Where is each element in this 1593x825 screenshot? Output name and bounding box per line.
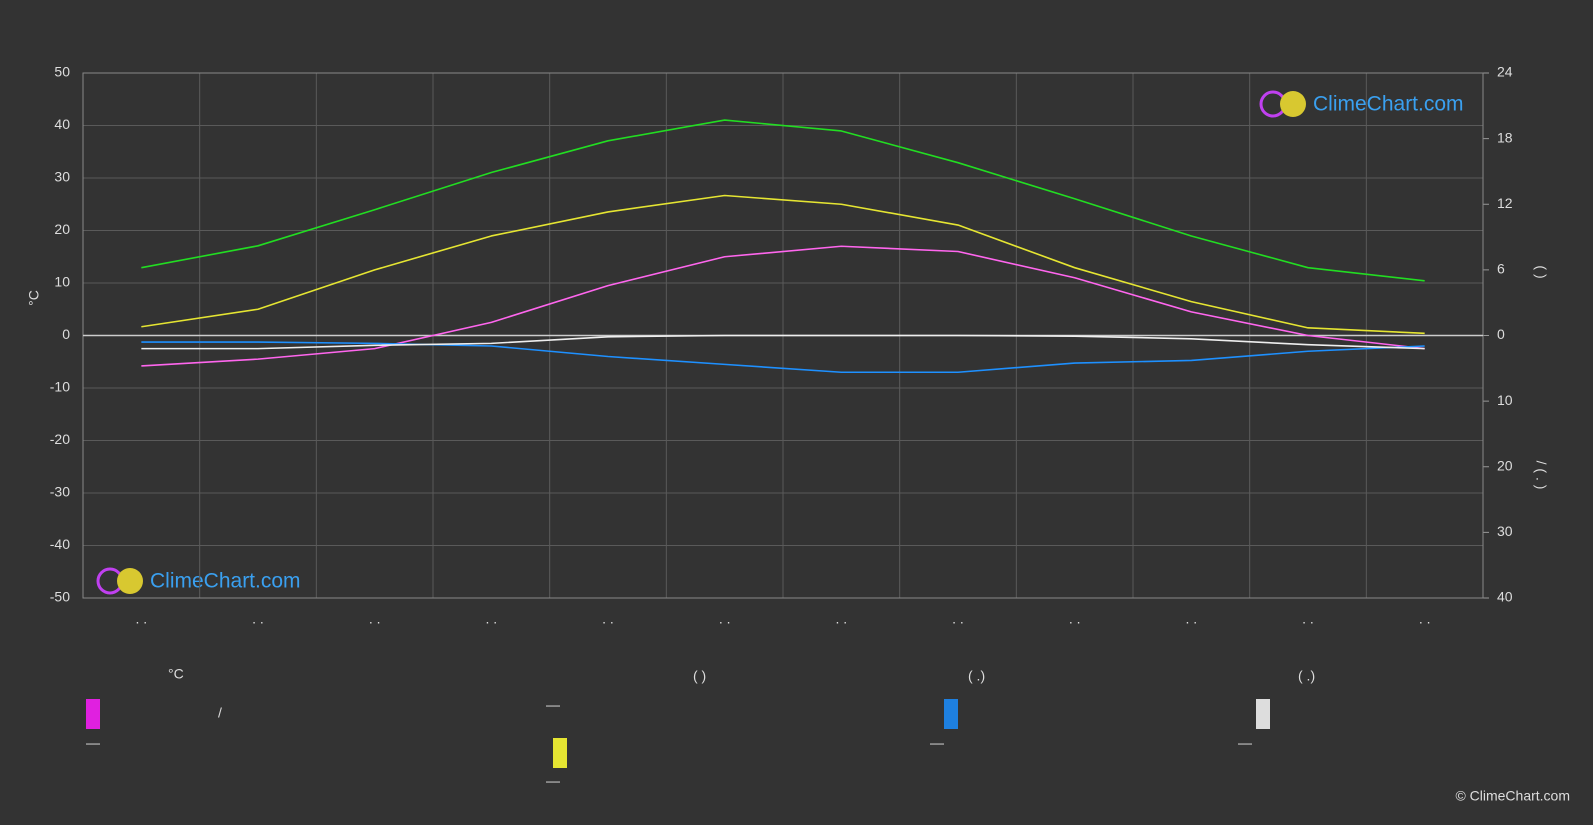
x-tick-label: . . — [252, 611, 264, 627]
series-line — [141, 334, 1425, 350]
y2-tick-label: 6 — [1497, 261, 1505, 277]
y-tick-label: -40 — [50, 536, 70, 552]
y2-axis-label: ( ) — [1533, 265, 1549, 278]
legend-swatch — [1256, 699, 1270, 729]
x-tick-label: . . — [369, 611, 381, 627]
x-tick-label: . . — [835, 611, 847, 627]
y-tick-label: -10 — [50, 379, 70, 395]
x-tick-label: . . — [602, 611, 614, 627]
x-tick-label: . . — [1419, 611, 1431, 627]
logo-sun — [1280, 91, 1306, 117]
legend-swatch — [86, 699, 100, 729]
logo-top: ClimeChart.com — [1259, 90, 1464, 118]
y-axis-label: °C — [26, 290, 42, 306]
y-tick-label: -50 — [50, 589, 70, 605]
y-tick-label: 30 — [54, 169, 70, 185]
y3-tick-label: 10 — [1497, 392, 1513, 408]
y-tick-label: 0 — [62, 326, 70, 342]
legend-label: — — [86, 735, 100, 751]
legend-label: — — [546, 697, 560, 713]
y3-tick-label: 20 — [1497, 457, 1513, 473]
legend-header: ( .) — [1298, 668, 1315, 684]
watermark: ClimeChart.com — [1313, 93, 1464, 116]
x-tick-label: . . — [952, 611, 964, 627]
y3-tick-label: 40 — [1497, 589, 1513, 605]
copyright: © ClimeChart.com — [1455, 788, 1570, 804]
x-tick-label: . . — [719, 611, 731, 627]
legend-header: ( ) — [693, 668, 706, 684]
legend-swatch — [944, 699, 958, 729]
y3-tick-label: 30 — [1497, 523, 1513, 539]
legend-swatch — [553, 738, 567, 768]
logo-bottom: ClimeChart.com — [96, 567, 301, 595]
y-tick-label: -20 — [50, 431, 70, 447]
legend-label: — — [1238, 735, 1252, 751]
y-tick-label: 50 — [54, 64, 70, 80]
y-tick-label: 20 — [54, 221, 70, 237]
y2-tick-label: 0 — [1497, 326, 1505, 342]
y3-axis-label: / ( . ) — [1533, 461, 1549, 490]
y2-tick-label: 12 — [1497, 195, 1513, 211]
y2-tick-label: 18 — [1497, 129, 1513, 145]
y-tick-label: 40 — [54, 116, 70, 132]
legend-label: — — [546, 773, 560, 789]
x-tick-label: . . — [1302, 611, 1314, 627]
legend-header: °C — [168, 666, 184, 682]
series-line — [141, 119, 1425, 282]
series-line — [141, 341, 1425, 374]
watermark: ClimeChart.com — [150, 570, 301, 593]
y2-tick-label: 24 — [1497, 64, 1513, 80]
x-tick-label: . . — [1069, 611, 1081, 627]
legend-header: ( .) — [968, 668, 985, 684]
logo-sun — [117, 568, 143, 594]
x-tick-label: . . — [135, 611, 147, 627]
legend-label: — — [930, 735, 944, 751]
x-tick-label: . . — [1185, 611, 1197, 627]
series-line — [141, 194, 1425, 335]
legend-note: / — [218, 705, 222, 721]
x-tick-label: . . — [485, 611, 497, 627]
y-tick-label: 10 — [54, 274, 70, 290]
y-tick-label: -30 — [50, 484, 70, 500]
series-line — [141, 245, 1425, 367]
